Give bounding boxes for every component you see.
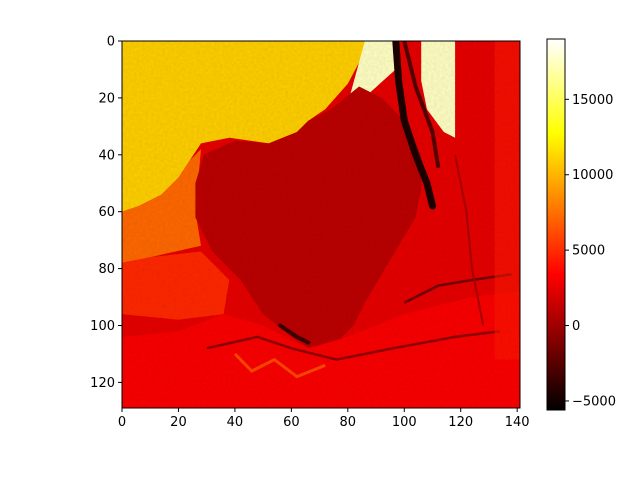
y-tick-label: 0 <box>107 35 115 50</box>
x-tick-label: 80 <box>340 415 357 430</box>
region-left-lower <box>122 251 230 320</box>
region-lower-highlight <box>233 352 326 379</box>
y-tick-label: 20 <box>98 91 115 106</box>
y-tick-label: 100 <box>90 319 115 334</box>
region-right-column <box>494 41 520 360</box>
colorbar-tick-label: 10000 <box>572 168 613 183</box>
y-tick-label: 120 <box>90 376 115 391</box>
region-dark-channel-edge <box>402 41 441 169</box>
heatmap-regions <box>122 41 520 408</box>
region-central-blob <box>195 86 422 349</box>
region-upper-left-field <box>122 41 371 212</box>
heatmap-image <box>122 41 520 408</box>
colorbar-tick-label: 0 <box>572 319 580 334</box>
region-lower-band <box>122 291 520 408</box>
region-left-orange <box>122 149 201 263</box>
region-dark-channel <box>392 41 436 210</box>
colorbar-gradient <box>547 39 565 410</box>
x-tick-label: 40 <box>227 415 244 430</box>
colorbar-tick-label: 5000 <box>572 244 605 259</box>
x-tick-label: 120 <box>448 415 473 430</box>
y-tick-label: 40 <box>98 148 115 163</box>
x-tick-label: 140 <box>505 415 530 430</box>
region-lower-streak <box>206 329 501 361</box>
plot-frame <box>121 40 521 409</box>
colorbar-tick-label: 15000 <box>572 93 613 108</box>
x-tick-label: 0 <box>118 415 126 430</box>
region-bright-strip <box>421 41 456 138</box>
y-tick-label: 80 <box>98 262 115 277</box>
region-dark-spot <box>278 323 311 345</box>
x-tick-label: 20 <box>170 415 187 430</box>
region-right-contour <box>454 154 485 326</box>
x-tick-label: 60 <box>283 415 300 430</box>
y-tick-label: 60 <box>98 205 115 220</box>
x-tick-label: 100 <box>392 415 417 430</box>
region-right-streak <box>403 273 512 304</box>
colorbar-frame <box>546 38 566 411</box>
colorbar-tick-label: −5000 <box>572 394 616 409</box>
